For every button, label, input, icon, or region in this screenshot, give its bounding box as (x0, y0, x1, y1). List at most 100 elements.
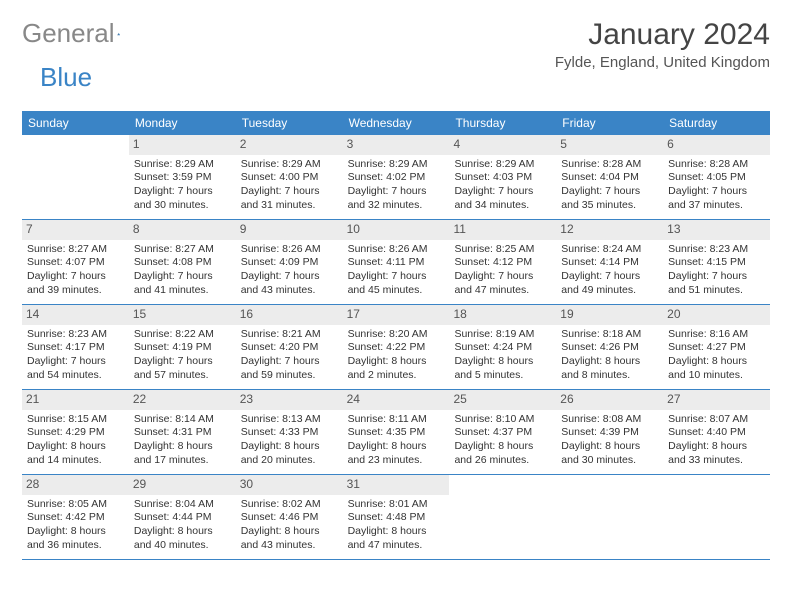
brand-part1: General (22, 18, 115, 49)
week-row: 21Sunrise: 8:15 AMSunset: 4:29 PMDayligh… (22, 390, 770, 475)
day-day1: Daylight: 8 hours (668, 355, 765, 369)
day-number: 12 (556, 220, 663, 240)
day-cell: 16Sunrise: 8:21 AMSunset: 4:20 PMDayligh… (236, 305, 343, 389)
week-row: 14Sunrise: 8:23 AMSunset: 4:17 PMDayligh… (22, 305, 770, 390)
day-sunrise: Sunrise: 8:27 AM (134, 243, 231, 257)
day-day2: and 31 minutes. (241, 199, 338, 213)
day-day1: Daylight: 8 hours (134, 440, 231, 454)
weekday-thu: Thursday (449, 111, 556, 135)
day-day2: and 54 minutes. (27, 369, 124, 383)
day-day1: Daylight: 7 hours (27, 355, 124, 369)
day-day2: and 41 minutes. (134, 284, 231, 298)
day-info: Sunrise: 8:23 AMSunset: 4:17 PMDaylight:… (27, 328, 124, 383)
day-sunset: Sunset: 3:59 PM (134, 171, 231, 185)
weekday-sun: Sunday (22, 111, 129, 135)
day-cell (449, 475, 556, 559)
day-sunrise: Sunrise: 8:18 AM (561, 328, 658, 342)
day-day2: and 2 minutes. (348, 369, 445, 383)
day-day2: and 47 minutes. (348, 539, 445, 553)
day-day2: and 32 minutes. (348, 199, 445, 213)
day-sunset: Sunset: 4:17 PM (27, 341, 124, 355)
day-sunrise: Sunrise: 8:05 AM (27, 498, 124, 512)
day-info: Sunrise: 8:27 AMSunset: 4:08 PMDaylight:… (134, 243, 231, 298)
day-number: 27 (663, 390, 770, 410)
day-cell: 27 Sunrise: 8:07 AMSunset: 4:40 PMDayligh… (663, 390, 770, 474)
day-info: Sunrise: 8:19 AMSunset: 4:24 PMDaylight:… (454, 328, 551, 383)
day-day1: Daylight: 8 hours (348, 440, 445, 454)
day-info: Sunrise: 8:29 AMSunset: 4:03 PMDaylight:… (454, 158, 551, 213)
day-sunrise: Sunrise: 8:29 AM (134, 158, 231, 172)
day-day2: and 59 minutes. (241, 369, 338, 383)
day-sunrise: Sunrise: 8:29 AM (348, 158, 445, 172)
day-sunrise: Sunrise: 8:21 AM (241, 328, 338, 342)
day-number: 22 (129, 390, 236, 410)
day-sunset: Sunset: 4:22 PM (348, 341, 445, 355)
day-day2: and 5 minutes. (454, 369, 551, 383)
day-number: 10 (343, 220, 450, 240)
day-sunrise: Sunrise: 8:01 AM (348, 498, 445, 512)
day-day2: and 20 minutes. (241, 454, 338, 468)
day-day2: and 30 minutes. (561, 454, 658, 468)
day-day2: and 36 minutes. (27, 539, 124, 553)
day-sunrise: Sunrise: 8:26 AM (348, 243, 445, 257)
day-cell: 12 Sunrise: 8:24 AMSunset: 4:14 PMDayligh… (556, 220, 663, 304)
day-day2: and 30 minutes. (134, 199, 231, 213)
day-sunrise: Sunrise: 8:02 AM (241, 498, 338, 512)
day-sunset: Sunset: 4:14 PM (561, 256, 658, 270)
day-sunrise: Sunrise: 8:16 AM (668, 328, 765, 342)
day-day1: Daylight: 8 hours (241, 525, 338, 539)
day-cell: 23Sunrise: 8:13 AMSunset: 4:33 PMDayligh… (236, 390, 343, 474)
day-info: Sunrise: 8:29 AMSunset: 4:00 PMDaylight:… (241, 158, 338, 213)
day-number: 4 (449, 135, 556, 155)
day-cell: 14Sunrise: 8:23 AMSunset: 4:17 PMDayligh… (22, 305, 129, 389)
day-number: 15 (129, 305, 236, 325)
day-sunset: Sunset: 4:03 PM (454, 171, 551, 185)
day-sunrise: Sunrise: 8:28 AM (668, 158, 765, 172)
day-info: Sunrise: 8:20 AMSunset: 4:22 PMDaylight:… (348, 328, 445, 383)
day-sunset: Sunset: 4:31 PM (134, 426, 231, 440)
day-sunrise: Sunrise: 8:19 AM (454, 328, 551, 342)
day-info: Sunrise: 8:26 AMSunset: 4:11 PMDaylight:… (348, 243, 445, 298)
day-info: Sunrise: 8:28 AMSunset: 4:05 PMDaylight:… (668, 158, 765, 213)
month-title: January 2024 (555, 18, 770, 52)
week-row: 1Sunrise: 8:29 AMSunset: 3:59 PMDaylight… (22, 135, 770, 220)
day-cell: 7Sunrise: 8:27 AMSunset: 4:07 PMDaylight… (22, 220, 129, 304)
day-cell (663, 475, 770, 559)
day-info: Sunrise: 8:24 AMSunset: 4:14 PMDaylight:… (561, 243, 658, 298)
day-day1: Daylight: 8 hours (348, 355, 445, 369)
day-day1: Daylight: 8 hours (134, 525, 231, 539)
day-cell (22, 135, 129, 219)
day-day2: and 35 minutes. (561, 199, 658, 213)
day-day2: and 14 minutes. (27, 454, 124, 468)
day-sunset: Sunset: 4:08 PM (134, 256, 231, 270)
day-day1: Daylight: 8 hours (348, 525, 445, 539)
day-day2: and 51 minutes. (668, 284, 765, 298)
day-day2: and 8 minutes. (561, 369, 658, 383)
day-day1: Daylight: 8 hours (454, 440, 551, 454)
day-sunset: Sunset: 4:12 PM (454, 256, 551, 270)
day-number: 25 (449, 390, 556, 410)
day-sunrise: Sunrise: 8:26 AM (241, 243, 338, 257)
day-day2: and 47 minutes. (454, 284, 551, 298)
day-info: Sunrise: 8:07 AMSunset: 4:40 PMDaylight:… (668, 413, 765, 468)
day-number: 19 (556, 305, 663, 325)
day-number: 26 (556, 390, 663, 410)
day-info: Sunrise: 8:05 AMSunset: 4:42 PMDaylight:… (27, 498, 124, 553)
day-sunrise: Sunrise: 8:24 AM (561, 243, 658, 257)
day-sunset: Sunset: 4:11 PM (348, 256, 445, 270)
day-sunrise: Sunrise: 8:29 AM (241, 158, 338, 172)
day-sunrise: Sunrise: 8:29 AM (454, 158, 551, 172)
day-info: Sunrise: 8:01 AMSunset: 4:48 PMDaylight:… (348, 498, 445, 553)
day-cell: 9Sunrise: 8:26 AMSunset: 4:09 PMDaylight… (236, 220, 343, 304)
day-cell: 25Sunrise: 8:10 AMSunset: 4:37 PMDayligh… (449, 390, 556, 474)
day-number: 28 (22, 475, 129, 495)
day-day1: Daylight: 7 hours (348, 185, 445, 199)
day-sunset: Sunset: 4:46 PM (241, 511, 338, 525)
day-sunset: Sunset: 4:44 PM (134, 511, 231, 525)
day-number: 24 (343, 390, 450, 410)
day-day1: Daylight: 8 hours (27, 440, 124, 454)
day-sunrise: Sunrise: 8:22 AM (134, 328, 231, 342)
day-day2: and 23 minutes. (348, 454, 445, 468)
day-sunset: Sunset: 4:05 PM (668, 171, 765, 185)
day-cell: 22Sunrise: 8:14 AMSunset: 4:31 PMDayligh… (129, 390, 236, 474)
